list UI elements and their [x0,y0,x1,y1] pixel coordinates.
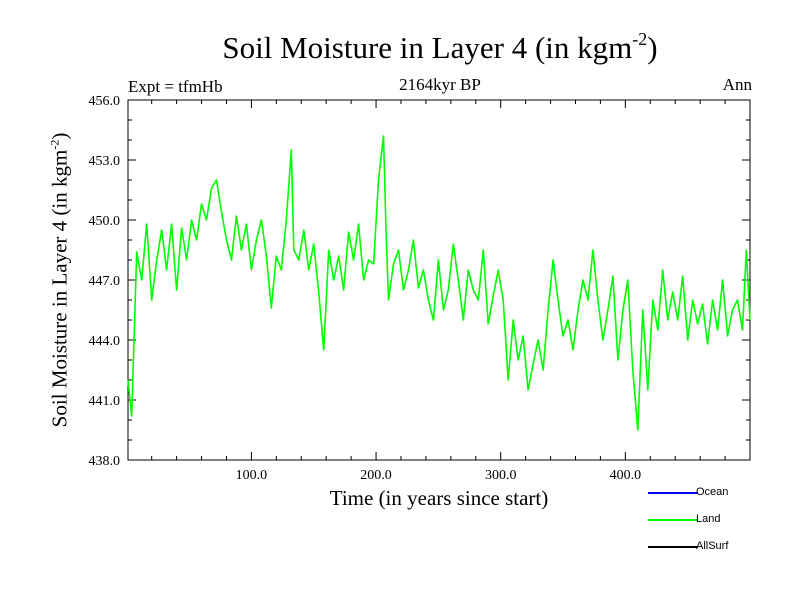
legend-swatch-allsurf [648,546,698,548]
x-tick-label: 300.0 [485,468,517,483]
series-layer [127,135,751,431]
x-tick-label: 200.0 [360,468,392,483]
legend-label-allsurf: AllSurf [696,540,729,552]
series-line-land [127,135,751,431]
legend-item-allsurf: AllSurf [648,540,768,554]
season-label: Ann [722,75,752,94]
legend-item-ocean: Ocean [648,486,768,500]
x-axis-label: Time (in years since start) [329,486,549,510]
legend-swatch-land [648,519,698,521]
legend-label-land: Land [696,513,721,525]
y-tick-label: 441.0 [89,394,121,409]
plot-frame [127,99,751,461]
experiment-label: Expt = tfmHb [128,77,223,96]
axis-ticks: 438.0 441.0 444.0 447.0 450.0 453.0 456.0 100.0… [89,94,750,483]
y-tick-label: 444.0 [89,334,121,349]
y-tick-label: 450.0 [89,214,121,229]
legend-item-land: Land [648,513,768,527]
x-tick-label: 400.0 [610,468,642,483]
y-tick-label: 447.0 [89,274,121,289]
y-axis-label: Soil Moisture in Layer 4 (in kgm-2) [47,132,72,428]
y-tick-label: 453.0 [89,154,121,169]
y-axis-label-container: Soil Moisture in Layer 4 (in kgm-2) [40,100,80,460]
legend-label-ocean: Ocean [696,486,729,498]
x-tick-label: 100.0 [236,468,268,483]
y-tick-label: 438.0 [89,454,121,469]
legend-swatch-ocean [648,492,698,494]
chart-subtitle: 2164kyr BP [399,75,481,94]
y-tick-label: 456.0 [89,94,121,109]
chart-title: Soil Moisture in Layer 4 (in kgm-2) [222,28,658,65]
